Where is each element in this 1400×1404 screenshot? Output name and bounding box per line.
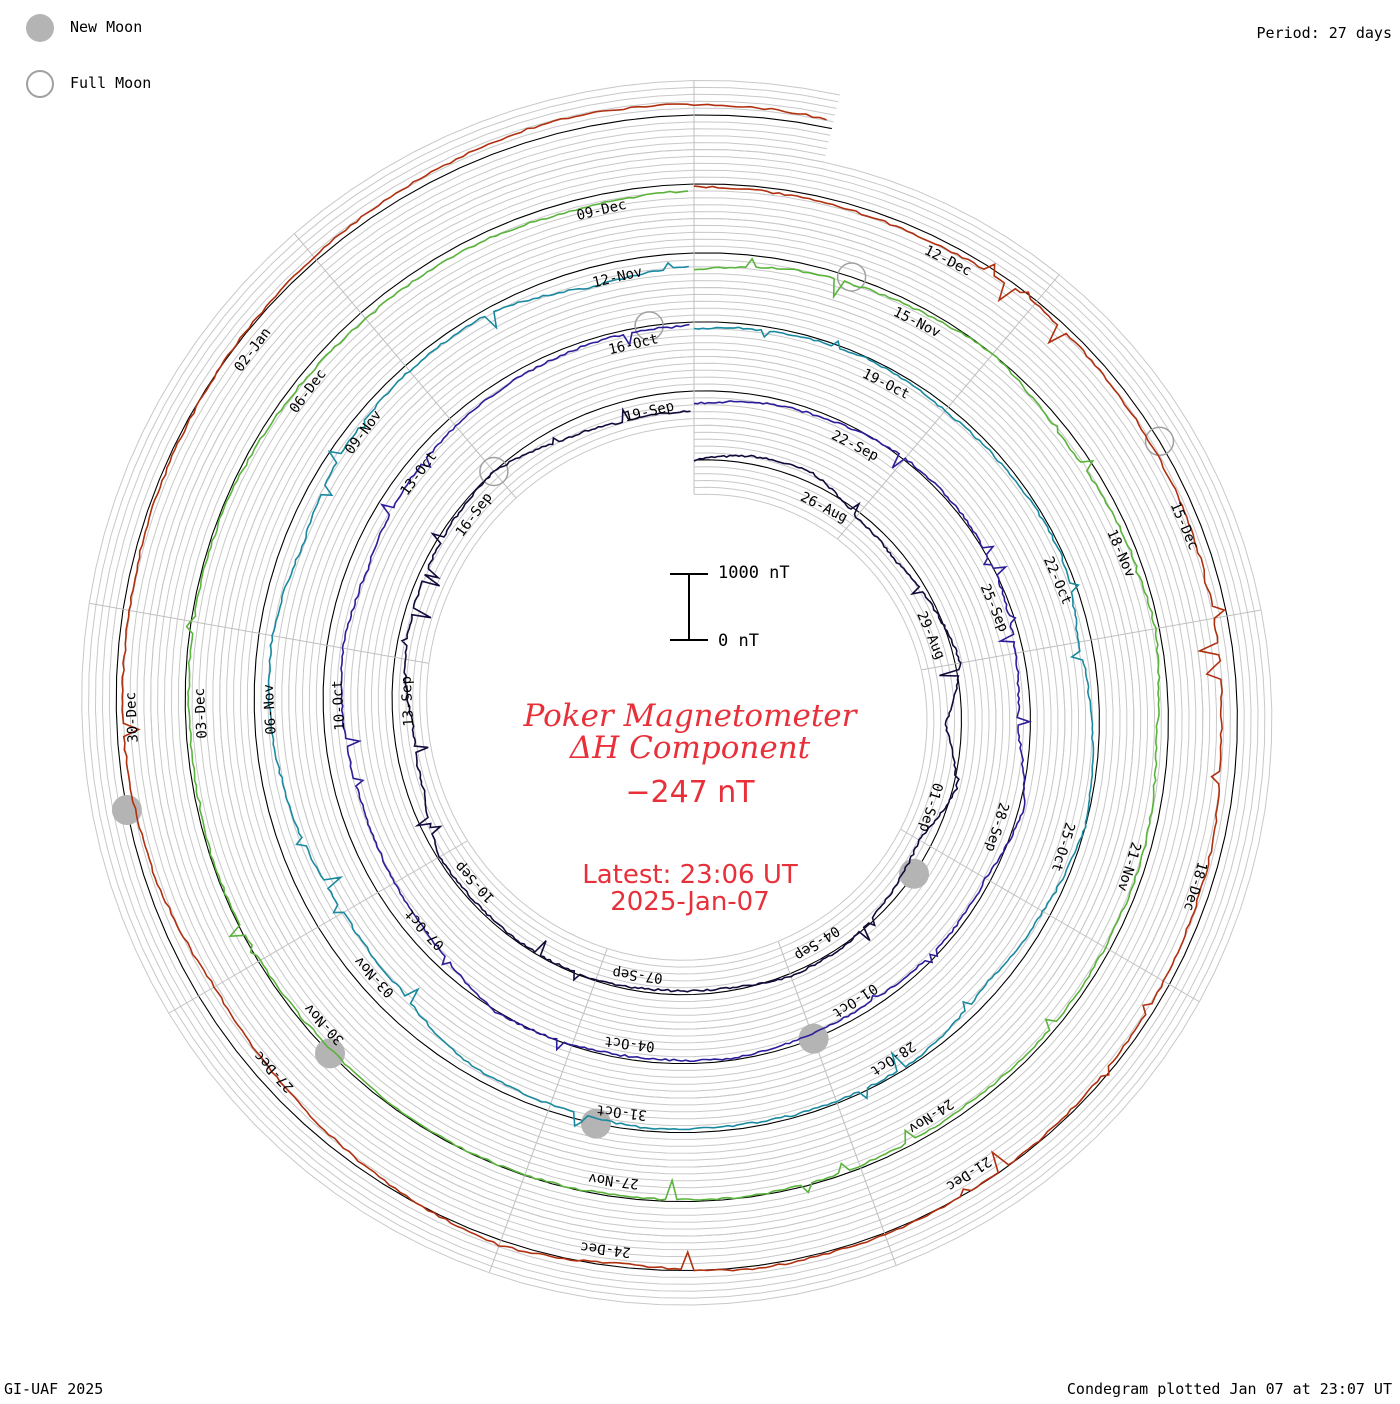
series-rotation-3 bbox=[267, 261, 1095, 1131]
new-moon-marker bbox=[111, 795, 142, 825]
spiral-grid bbox=[81, 79, 1273, 1306]
date-label: 10-Oct bbox=[330, 680, 349, 731]
day-tick-line bbox=[1057, 633, 1125, 647]
series-line bbox=[400, 407, 962, 993]
full-moon-icon bbox=[26, 70, 54, 98]
scale-bar bbox=[670, 573, 708, 641]
day-tick-line bbox=[361, 650, 429, 664]
day-tick-line bbox=[900, 829, 961, 864]
day-tick-line bbox=[488, 1208, 514, 1273]
day-tick-line bbox=[1014, 274, 1060, 328]
date-label: 03-Dec bbox=[192, 688, 211, 739]
footer-plot-time: Condegram plotted Jan 07 at 23:07 UT bbox=[1066, 1380, 1392, 1398]
day-tick-line bbox=[926, 380, 971, 434]
latest-time: Latest: 23:06 UT bbox=[582, 860, 798, 890]
day-tick-line bbox=[1020, 898, 1080, 933]
date-label: 27-Nov bbox=[587, 1170, 639, 1192]
series-line bbox=[340, 323, 1033, 1063]
scale-top-label: 1000 nT bbox=[718, 563, 790, 583]
new-moon-marker bbox=[315, 1038, 345, 1069]
day-tick-line bbox=[382, 339, 428, 393]
date-label: 19-Oct bbox=[860, 366, 912, 403]
date-label: 30-Dec bbox=[123, 692, 142, 743]
date-label: 26-Aug bbox=[798, 489, 850, 526]
full-moon-marker bbox=[1144, 426, 1175, 457]
day-tick-line bbox=[293, 638, 361, 652]
day-tick-line bbox=[921, 657, 989, 671]
day-tick-line bbox=[1125, 621, 1193, 635]
series-rotation-2 bbox=[340, 323, 1033, 1063]
day-tick-line bbox=[168, 978, 229, 1014]
day-tick-line bbox=[288, 909, 348, 945]
new-moon-label: New Moon bbox=[70, 18, 143, 36]
latest-date: 2025-Jan-07 bbox=[610, 887, 770, 917]
series-line bbox=[185, 190, 1161, 1201]
grid-spiral bbox=[101, 100, 1252, 1285]
day-tick-line bbox=[427, 392, 472, 446]
date-label: 18-Nov bbox=[1103, 527, 1138, 580]
grid-spiral bbox=[108, 107, 1245, 1278]
date-label: 13-Sep bbox=[399, 676, 418, 727]
date-label: 04-Oct bbox=[604, 1033, 656, 1055]
day-tick-line bbox=[348, 875, 408, 910]
day-tick-line bbox=[1079, 932, 1140, 968]
day-tick-line bbox=[989, 645, 1057, 659]
day-tick-line bbox=[872, 1200, 897, 1266]
full-moon-marker bbox=[479, 456, 509, 487]
day-tick-line bbox=[777, 941, 803, 1006]
chart-subtitle: ΔH Component bbox=[569, 730, 811, 766]
chart-title: Poker Magnetometer bbox=[523, 698, 857, 734]
day-tick-line bbox=[294, 233, 339, 287]
date-label: 06-Nov bbox=[261, 684, 280, 735]
grid-spiral bbox=[81, 79, 1273, 1306]
day-tick-line bbox=[960, 863, 1020, 899]
new-moon-icon bbox=[26, 14, 54, 42]
series-rotation-1 bbox=[400, 407, 962, 993]
grid-spiral bbox=[122, 121, 1231, 1265]
day-tick-line bbox=[1139, 967, 1200, 1002]
day-tick-line bbox=[225, 626, 293, 640]
day-tick-line bbox=[1193, 609, 1261, 623]
footer-credit: GI-UAF 2025 bbox=[4, 1380, 104, 1398]
day-tick-lines bbox=[89, 81, 1261, 1273]
data-series bbox=[121, 103, 1226, 1272]
day-tick-line bbox=[825, 1071, 850, 1136]
full-moon-marker bbox=[634, 311, 664, 341]
day-tick-line bbox=[338, 286, 384, 340]
grid-spiral bbox=[94, 93, 1259, 1292]
current-value: −247 nT bbox=[625, 775, 755, 810]
day-tick-line bbox=[407, 840, 468, 876]
day-tick-line bbox=[536, 1078, 561, 1143]
day-tick-line bbox=[837, 486, 882, 540]
series-line bbox=[121, 103, 1226, 1272]
day-tick-line bbox=[228, 944, 289, 979]
baseline-spiral bbox=[115, 114, 1238, 1272]
series-rotation-4 bbox=[185, 190, 1161, 1201]
date-label: 22-Sep bbox=[829, 428, 881, 465]
period-label: Period: 27 days bbox=[1256, 24, 1392, 42]
grid-spiral bbox=[88, 86, 1266, 1299]
grid-spiral bbox=[129, 128, 1225, 1258]
date-label: 07-Sep bbox=[612, 964, 664, 986]
series-rotation-5 bbox=[121, 103, 1226, 1272]
date-label: 15-Dec bbox=[1167, 500, 1202, 553]
full-moon-marker bbox=[836, 262, 867, 292]
series-line bbox=[267, 261, 1095, 1131]
scale-bottom-label: 0 nT bbox=[718, 631, 759, 651]
grid-spiral bbox=[143, 142, 1211, 1244]
day-tick-line bbox=[848, 1136, 873, 1201]
grid-spiral bbox=[136, 135, 1218, 1251]
day-tick-line bbox=[583, 948, 608, 1014]
new-moon-marker bbox=[798, 1023, 829, 1054]
day-tick-line bbox=[89, 602, 157, 616]
date-label: 01-Oct bbox=[829, 980, 880, 1021]
date-label: 04-Sep bbox=[791, 922, 842, 963]
date-label: 24-Dec bbox=[579, 1238, 631, 1260]
full-moon-label: Full Moon bbox=[70, 74, 152, 92]
date-label: 31-Oct bbox=[596, 1101, 648, 1123]
